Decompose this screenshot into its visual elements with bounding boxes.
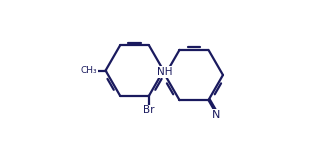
- Text: NH: NH: [157, 67, 172, 77]
- Text: N: N: [212, 110, 220, 120]
- Text: CH₃: CH₃: [81, 66, 97, 75]
- Text: Br: Br: [143, 105, 155, 115]
